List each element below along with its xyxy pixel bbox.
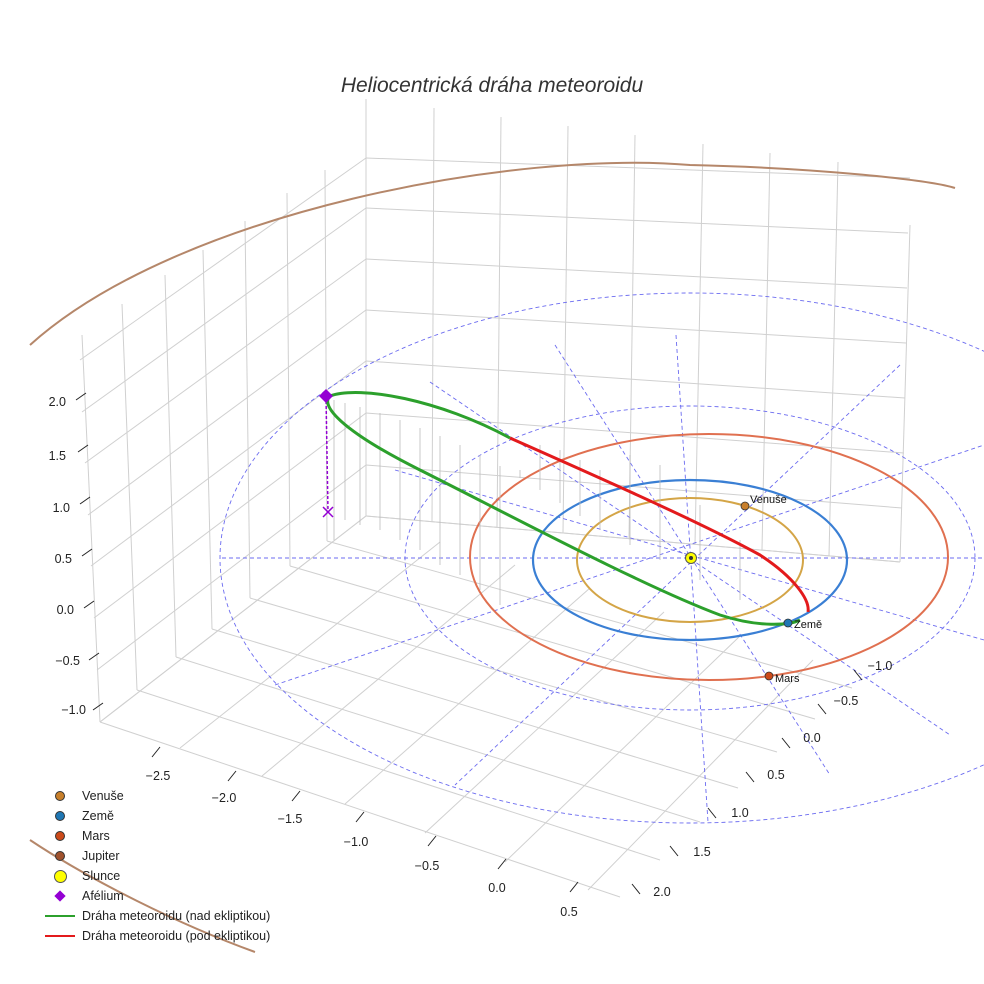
orbit-above-legend-icon: [45, 915, 75, 917]
y-tick-label: 0.5: [767, 768, 784, 782]
x-tick-label: 0.5: [560, 905, 577, 919]
y-tick-label: −0.5: [834, 694, 859, 708]
earth-orbit: [531, 478, 849, 642]
z-tick-label: −1.0: [61, 703, 86, 717]
y-tick-label: 0.0: [803, 731, 820, 745]
x-tick-label: −1.0: [344, 835, 369, 849]
mars-label: Mars: [775, 673, 800, 685]
x-tick-label: 0.0: [488, 881, 505, 895]
y-tick-label: −1.0: [868, 659, 893, 673]
legend-item-orbit-above[interactable]: Dráha meteoroidu (nad ekliptikou): [40, 906, 270, 926]
y-tick-label: 1.5: [693, 845, 710, 859]
legend-item-earth[interactable]: Země: [40, 806, 270, 826]
ecliptic-grid: [219, 292, 984, 824]
z-tick-label: 0.5: [55, 552, 72, 566]
grid-lines: [79, 99, 911, 898]
z-tick-label: 1.0: [53, 501, 70, 515]
mars-orbit: [469, 433, 949, 681]
earth-label: Země: [794, 619, 822, 631]
z-tick-label: 2.0: [49, 395, 66, 409]
z-axis: 2.0 1.5 1.0 0.5 0.0 −0.5 −1.0: [49, 395, 86, 717]
x-axis: −2.5 −2.0 −1.5 −1.0 −0.5 0.0 0.5: [146, 769, 578, 919]
z-tick-label: −0.5: [55, 654, 80, 668]
earth-marker: [783, 618, 793, 628]
aphelion-legend-icon: [54, 890, 66, 902]
venus-marker: [740, 501, 750, 511]
venus-orbit: [576, 497, 804, 623]
y-tick-label: 2.0: [653, 885, 670, 899]
legend-item-orbit-below[interactable]: Dráha meteoroidu (pod ekliptikou): [40, 926, 270, 946]
aphelion-projection: [325, 395, 329, 513]
legend-label: Dráha meteoroidu (pod ekliptikou): [82, 929, 271, 943]
legend-item-jupiter[interactable]: Jupiter: [40, 846, 270, 866]
drop-lines: [333, 400, 741, 605]
venus-legend-icon: [55, 791, 65, 801]
legend-label: Slunce: [82, 869, 121, 883]
legend-label: Dráha meteoroidu (nad ekliptikou): [82, 909, 271, 923]
meteoroid-orbit-below: [509, 436, 810, 613]
y-axis: −1.0 −0.5 0.0 0.5 1.0 1.5 2.0: [653, 659, 892, 899]
jupiter-legend-icon: [55, 851, 65, 861]
x-tick-label: −0.5: [415, 859, 440, 873]
legend-label: Mars: [82, 829, 110, 843]
aphelion-marker: [319, 389, 333, 403]
sun-core: [689, 556, 693, 560]
legend-label: Jupiter: [82, 849, 120, 863]
legend: Venuše Země Mars Jupiter Slunce Afélium …: [40, 786, 270, 946]
jupiter-orbit: [29, 161, 956, 346]
venus-label: Venuše: [750, 494, 787, 506]
x-tick-label: −1.5: [278, 812, 303, 826]
mars-legend-icon: [55, 831, 65, 841]
y-tick-label: 1.0: [731, 806, 748, 820]
legend-label: Venuše: [82, 789, 124, 803]
z-tick-label: 0.0: [57, 603, 74, 617]
chart-title: Heliocentrická dráha meteoroidu: [340, 74, 644, 97]
sun-legend-icon: [53, 869, 67, 883]
jupiter-orbit-lower: [29, 839, 256, 953]
x-tick-label: −2.5: [146, 769, 171, 783]
legend-item-aphelion[interactable]: Afélium: [40, 886, 270, 906]
legend-item-venus[interactable]: Venuše: [40, 786, 270, 806]
aphelion-projection-marker: [322, 506, 334, 518]
legend-label: Země: [82, 809, 114, 823]
z-tick-label: 1.5: [49, 449, 66, 463]
legend-item-mars[interactable]: Mars: [40, 826, 270, 846]
meteoroid-orbit-above: [326, 390, 801, 626]
mars-marker: [764, 671, 774, 681]
x-tick-label: −2.0: [212, 791, 237, 805]
legend-label: Afélium: [82, 889, 124, 903]
orbit-below-legend-icon: [45, 935, 75, 937]
earth-legend-icon: [55, 811, 65, 821]
legend-item-sun[interactable]: Slunce: [40, 866, 270, 886]
